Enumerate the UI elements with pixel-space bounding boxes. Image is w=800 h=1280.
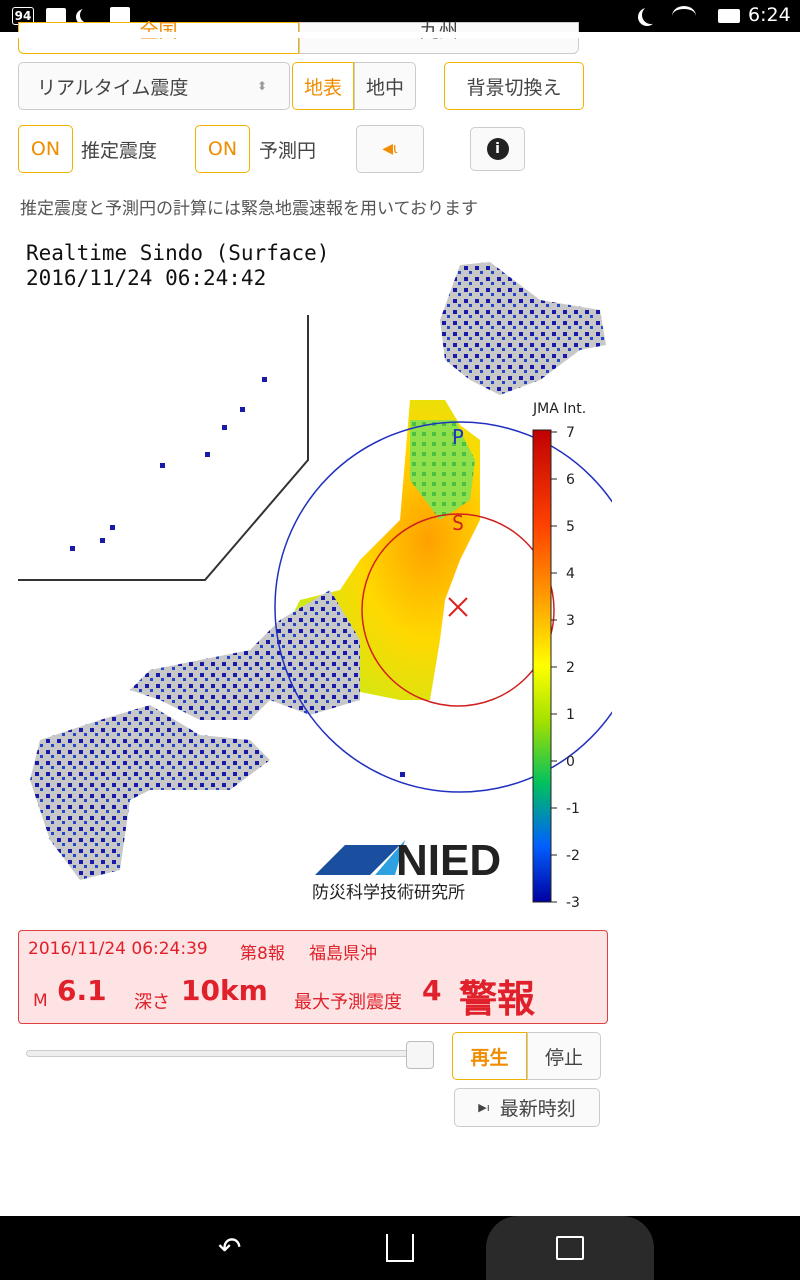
clock: 6:24 <box>748 4 791 26</box>
alert-report: 第8報 <box>240 944 285 964</box>
scale-tick-label: 7 <box>566 425 575 441</box>
circle-toggle[interactable]: ON <box>195 125 250 173</box>
battery-icon <box>718 9 740 23</box>
nav-highlight <box>486 1216 654 1280</box>
play-button[interactable]: 再生 <box>452 1032 527 1080</box>
scale-tick-label: 6 <box>566 472 575 488</box>
scale-ticks: 7 6 5 4 3 2 1 0 -1 -2 -3 <box>551 425 580 910</box>
select-arrows: ⬍ <box>256 79 267 93</box>
tab[interactable]: 九州 <box>299 20 579 54</box>
scale-tick-label: 0 <box>566 754 575 770</box>
info-button[interactable]: i <box>470 127 525 171</box>
scale-label: JMA Int. <box>532 401 586 417</box>
latest-button[interactable]: ▶ı 最新時刻 <box>454 1088 600 1127</box>
note: 推定震度と予測円の計算には緊急地震速報を用いております <box>20 199 478 219</box>
dnd-icon <box>642 6 660 24</box>
home-button[interactable] <box>386 1234 414 1262</box>
scale-tick-label: -2 <box>566 848 580 864</box>
p-wave-label: P <box>452 425 464 449</box>
mode-select[interactable]: リアルタイム震度 ⬍ <box>18 62 290 110</box>
max-intensity-label: 最大予測震度 <box>294 992 402 1013</box>
nav-bar: ↶ <box>0 1216 800 1280</box>
chubu-kinki <box>130 590 360 720</box>
select-text: リアルタイム震度 <box>37 76 189 99</box>
inset-border <box>18 315 309 581</box>
map-timestamp: 2016/11/24 06:24:42 <box>26 266 266 290</box>
magnitude-label: M <box>33 991 48 1011</box>
logo-text: NIED <box>396 836 501 885</box>
alert-level: 警報 <box>459 977 536 1021</box>
nied-logo: NIED 防災科学技術研究所 <box>312 836 501 903</box>
scale-tick-label: 1 <box>566 707 575 723</box>
tab-clip <box>0 32 800 38</box>
islands <box>70 377 405 777</box>
alert-time: 2016/11/24 06:24:39 <box>28 939 208 959</box>
depth-label: 深さ <box>134 992 170 1013</box>
tohoku-north <box>410 420 475 520</box>
sound-button[interactable]: ◀ɩ <box>356 125 424 173</box>
estimate-label: 推定震度 <box>81 140 158 162</box>
scale-tick-label: -1 <box>566 801 580 817</box>
p-wave-circle <box>274 421 612 793</box>
scale-tick-label: -3 <box>566 895 580 910</box>
background-button[interactable]: 背景切換え <box>444 62 584 110</box>
depth: 10km <box>181 974 268 1007</box>
slider-thumb[interactable] <box>406 1041 434 1069</box>
alert-box: 2016/11/24 06:24:39 第8報 福島県沖 M 6.1 深さ 10… <box>18 930 608 1024</box>
circle-label: 予測円 <box>259 140 317 162</box>
s-wave-circle <box>361 513 555 707</box>
time-slider[interactable] <box>26 1050 426 1057</box>
wifi-icon <box>672 6 696 26</box>
hokkaido <box>440 262 606 395</box>
scale-tick-label: 2 <box>566 660 575 676</box>
scale-tick-label: 3 <box>566 613 575 629</box>
color-scale <box>532 429 552 903</box>
info-icon: i <box>486 138 509 160</box>
western-japan <box>30 705 270 880</box>
recents-button[interactable] <box>556 1236 584 1260</box>
epicenter <box>448 597 468 617</box>
s-wave-label: S <box>452 511 464 535</box>
layer-toggle[interactable]: 地中 <box>354 62 416 110</box>
stop-button[interactable]: 停止 <box>527 1032 601 1080</box>
intensity-map: P S Realtime Sindo (Surface) 2016/11/24 … <box>18 225 612 910</box>
estimate-toggle[interactable]: ON <box>18 125 73 173</box>
scale-tick-label: 5 <box>566 519 575 535</box>
latest-text: 最新時刻 <box>499 1098 576 1120</box>
magnitude: 6.1 <box>57 974 107 1007</box>
scale-tick-label: 4 <box>566 566 575 582</box>
logo-caption: 防災科学技術研究所 <box>312 883 465 903</box>
gallery-icon <box>46 8 66 24</box>
alert-region: 福島県沖 <box>309 944 377 964</box>
latest-icon: ▶ı <box>478 1101 490 1114</box>
map-title: Realtime Sindo (Surface) <box>26 241 329 265</box>
tab[interactable]: 全国 <box>18 20 299 54</box>
max-intensity: 4 <box>422 974 442 1007</box>
back-button[interactable]: ↶ <box>218 1231 242 1264</box>
layer-toggle[interactable]: 地表 <box>292 62 354 110</box>
moon-icon <box>80 7 96 23</box>
clipboard-icon <box>110 7 130 25</box>
